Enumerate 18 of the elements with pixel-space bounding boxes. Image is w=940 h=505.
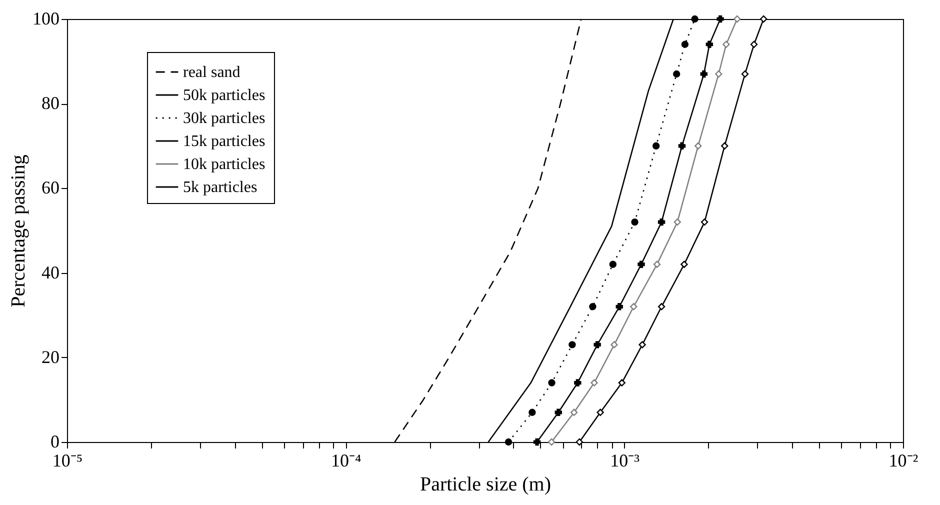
- legend-label: 30k particles: [183, 110, 266, 127]
- x-tick-label: 10⁻²: [888, 450, 918, 470]
- y-tick-label: 0: [50, 432, 60, 452]
- legend-label: 50k particles: [183, 87, 266, 104]
- legend-label: real sand: [183, 64, 240, 81]
- x-tick-label: 10⁻³: [610, 450, 640, 470]
- legend-label: 5k particles: [183, 179, 258, 196]
- x-tick-label: 10⁻⁴: [331, 450, 362, 470]
- y-tick-label: 80: [42, 93, 60, 114]
- legend-label: 15k particles: [183, 133, 266, 150]
- y-axis-title: Percentage passing: [8, 154, 30, 308]
- y-tick-label: 100: [32, 8, 60, 28]
- x-tick-label: 10⁻⁵: [52, 450, 83, 470]
- y-tick-label: 60: [42, 178, 60, 198]
- legend-label: 10k particles: [183, 156, 266, 173]
- y-tick-label: 20: [42, 346, 60, 367]
- y-tick-label: 40: [42, 262, 60, 282]
- x-axis-title: Particle size (m): [420, 474, 552, 496]
